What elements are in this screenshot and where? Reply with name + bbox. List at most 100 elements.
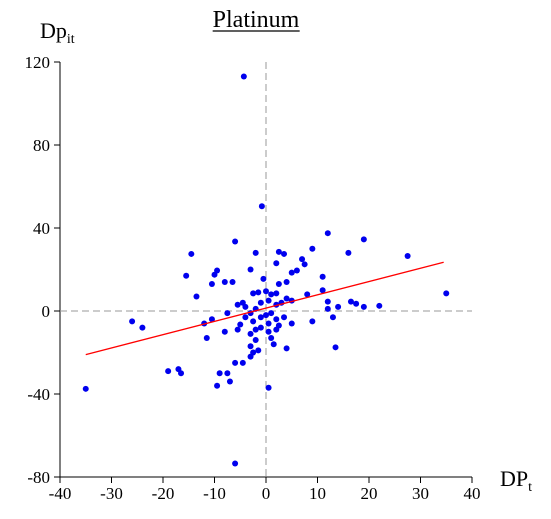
point (283, 295, 290, 302)
x-tick-label: 40 (464, 484, 481, 503)
point (273, 290, 280, 297)
point (221, 278, 228, 285)
point (260, 275, 267, 282)
point (265, 328, 272, 335)
point (232, 359, 239, 366)
point (258, 203, 265, 210)
point (247, 343, 254, 350)
point (216, 370, 223, 377)
point (226, 378, 233, 385)
point (129, 318, 136, 325)
point (288, 269, 295, 276)
point (443, 290, 450, 297)
point (275, 281, 282, 288)
point (252, 337, 259, 344)
point (239, 359, 246, 366)
point (240, 73, 247, 80)
y-label-sub: it (67, 32, 75, 47)
x-tick-label: 10 (309, 484, 326, 503)
point (257, 314, 264, 321)
point (265, 320, 272, 327)
point (263, 288, 269, 295)
point (268, 310, 275, 317)
y-tick-label: 120 (25, 53, 51, 72)
point (252, 249, 259, 256)
point (208, 281, 215, 288)
point (268, 291, 275, 298)
point (324, 298, 331, 305)
point (255, 289, 262, 296)
x-tick-label: -40 (49, 484, 72, 503)
point (265, 297, 272, 304)
point (203, 334, 210, 341)
point (234, 301, 241, 308)
point (281, 250, 288, 257)
point (208, 316, 215, 323)
point (257, 299, 264, 306)
point (188, 250, 195, 257)
y-label-main: Dp (40, 18, 67, 43)
point (268, 334, 275, 341)
point (178, 370, 185, 377)
point (183, 272, 190, 279)
point (247, 330, 254, 337)
x-label-sub: t (528, 480, 532, 495)
point (360, 303, 367, 310)
x-tick-label: -30 (100, 484, 123, 503)
point (273, 326, 280, 333)
fit-line (85, 261, 444, 356)
point (353, 300, 360, 307)
point (299, 256, 306, 263)
y-tick-label: 80 (33, 136, 50, 155)
point (234, 326, 241, 333)
point (360, 236, 367, 243)
chart-title: Platinum (213, 7, 300, 33)
point (309, 318, 316, 325)
point (304, 291, 311, 298)
point (347, 298, 354, 305)
x-tick-label: 20 (361, 484, 378, 503)
y-tick-label: -40 (27, 385, 50, 404)
y-tick-label: 0 (42, 302, 51, 321)
point (211, 271, 218, 278)
point (265, 384, 272, 391)
point (232, 460, 239, 467)
point (232, 238, 239, 245)
point (270, 341, 277, 348)
point (257, 324, 264, 331)
point (332, 344, 339, 351)
point (224, 310, 231, 317)
point (404, 253, 411, 260)
point (214, 382, 221, 389)
point (242, 314, 249, 321)
point (247, 353, 254, 360)
point (263, 312, 269, 319)
point (376, 302, 383, 309)
x-tick-label: -20 (152, 484, 175, 503)
point (193, 293, 200, 300)
x-label-main: DP (500, 466, 528, 491)
point (335, 303, 342, 310)
point (250, 318, 257, 325)
point (247, 266, 254, 273)
point (255, 347, 262, 354)
point (345, 249, 352, 256)
point (273, 260, 280, 267)
point (242, 303, 249, 310)
point (329, 314, 336, 321)
point (224, 370, 231, 377)
point (250, 290, 257, 297)
y-tick-label: -80 (27, 468, 50, 487)
point (324, 305, 331, 312)
point (319, 273, 326, 280)
x-tick-label: 30 (412, 484, 429, 503)
y-tick-label: 40 (33, 219, 50, 238)
point (293, 267, 300, 274)
point (221, 328, 228, 335)
point (165, 368, 172, 375)
x-axis-label: DPt (500, 466, 532, 495)
point (283, 278, 290, 285)
point (283, 345, 290, 352)
y-axis-label: Dpit (40, 18, 75, 47)
